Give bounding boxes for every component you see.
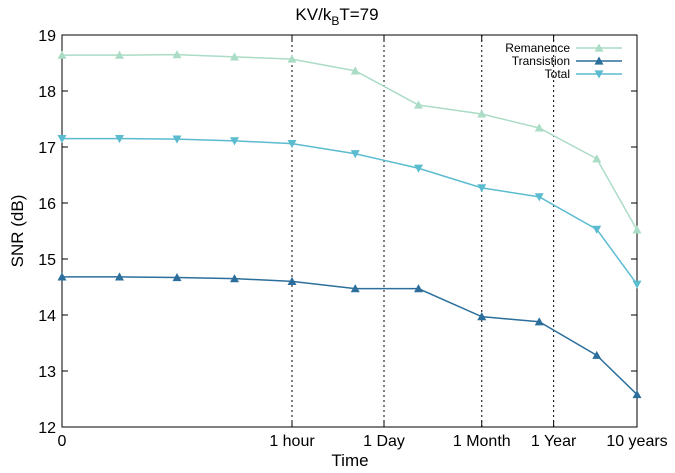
- data-point-transistion: [534, 317, 544, 326]
- data-point-transistion: [115, 272, 124, 281]
- data-point-total: [632, 280, 642, 289]
- ticks-layer: 12 13 14 15 16 17 18 19 0 1 hour 1 Day 1 Month 1 Yea…: [38, 28, 667, 450]
- data-point-total: [287, 140, 297, 149]
- data-point-remanence: [287, 54, 297, 63]
- y-tick-label: 14: [38, 308, 56, 325]
- data-point-transistion: [287, 276, 297, 285]
- data-point-transistion: [477, 312, 487, 321]
- legend-label: Total: [545, 67, 570, 81]
- y-tick-label: 15: [38, 252, 56, 269]
- plot-frame: [61, 34, 638, 428]
- y-tick-label: 13: [38, 364, 56, 381]
- data-point-transistion: [57, 272, 67, 281]
- data-point-remanence: [477, 109, 487, 118]
- y-tick-label: 18: [38, 84, 56, 101]
- chart-title: KV/kBT=79: [295, 5, 378, 28]
- y-axis-title: SNR (dB): [8, 195, 27, 268]
- x-tick-label: 10 years: [606, 433, 667, 450]
- data-point-remanence: [414, 100, 423, 109]
- y-tick-label: 19: [38, 28, 56, 45]
- data-point-total: [230, 137, 239, 146]
- data-point-remanence: [230, 52, 239, 61]
- x-tick-label: 1 Day: [363, 433, 405, 450]
- y-tick-label: 16: [38, 196, 56, 213]
- data-point-total: [414, 164, 423, 173]
- data-point-transistion: [632, 390, 642, 399]
- data-point-total: [172, 135, 182, 144]
- data-point-transistion: [414, 284, 423, 293]
- data-point-remanence: [115, 50, 124, 59]
- legend-label: Remanence: [505, 41, 570, 55]
- data-point-remanence: [632, 225, 642, 234]
- x-tick-label: 0: [58, 433, 67, 450]
- legend-marker: [594, 70, 604, 79]
- x-tick-label: 1 Year: [531, 433, 577, 450]
- data-point-transistion: [350, 284, 360, 293]
- data-point-total: [115, 135, 124, 144]
- legend-marker: [594, 43, 604, 52]
- data-point-total: [534, 193, 544, 202]
- series-line-transistion: [62, 276, 638, 396]
- data-point-total: [57, 135, 67, 144]
- data-point-remanence: [534, 123, 544, 132]
- y-tick-label: 12: [38, 420, 56, 437]
- x-axis-title: Time: [331, 451, 368, 470]
- data-point-transistion: [172, 272, 182, 282]
- series-line-total: [62, 137, 638, 285]
- data-point-transistion: [592, 350, 602, 359]
- data-point-transistion: [230, 274, 239, 283]
- legend-label: Transistion: [512, 54, 570, 68]
- data-point-remanence: [592, 154, 602, 163]
- legend-marker: [594, 56, 604, 65]
- grid-layer: [291, 35, 555, 427]
- data-point-total: [592, 225, 602, 234]
- data-point-remanence: [350, 66, 360, 75]
- data-point-remanence: [172, 50, 182, 59]
- series-layer: [57, 50, 642, 399]
- x-tick-label: 1 Month: [453, 433, 511, 450]
- data-point-remanence: [57, 50, 67, 59]
- data-point-total: [350, 150, 360, 159]
- y-tick-label: 17: [38, 140, 56, 157]
- x-tick-label: 1 hour: [269, 433, 315, 450]
- data-point-total: [477, 184, 487, 193]
